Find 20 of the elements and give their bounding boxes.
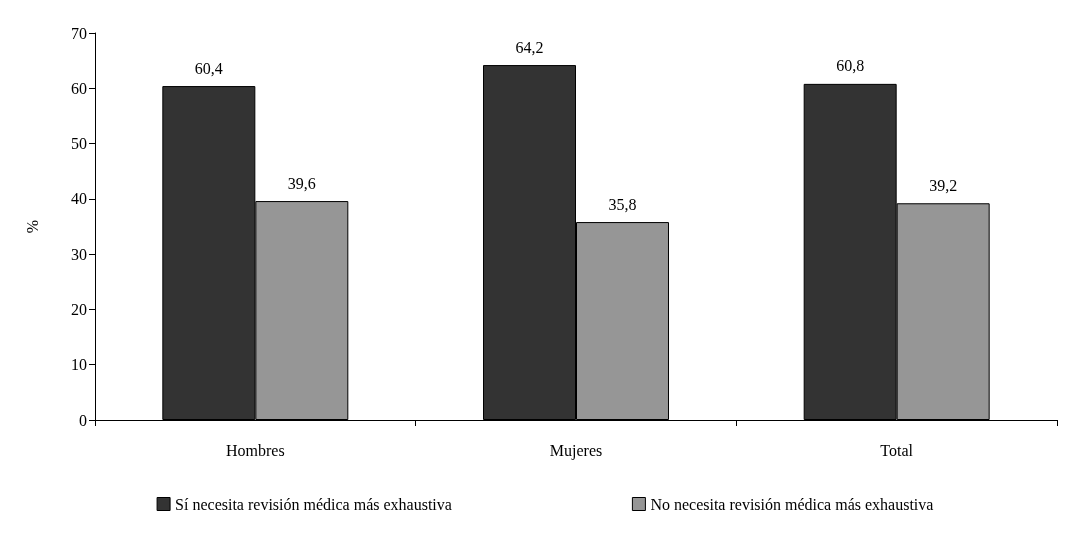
data-label: 60,4 [194, 59, 223, 77]
y-tick-label: 40 [71, 190, 87, 208]
y-tick-label: 20 [71, 300, 87, 318]
data-label: 60,8 [836, 57, 865, 75]
y-tick-label: 30 [71, 245, 87, 263]
data-label: 39,6 [287, 174, 316, 192]
legend-label: No necesita revisión médica más exhaustiva [650, 495, 934, 513]
data-label: 39,2 [929, 176, 958, 194]
data-label: 35,8 [608, 195, 637, 213]
y-axis-title: % [23, 219, 41, 234]
y-tick-label: 60 [71, 79, 87, 97]
y-tick-label: 70 [71, 24, 87, 42]
x-tick-label: Total [880, 441, 914, 459]
y-tick-label: 10 [71, 356, 87, 374]
legend-label: Sí necesita revisión médica más exhaustiva [175, 495, 452, 513]
x-tick-label: Hombres [226, 441, 285, 459]
y-tick-label: 50 [71, 135, 87, 153]
x-tick-label: Mujeres [549, 441, 603, 460]
data-label: 64,2 [515, 38, 544, 56]
y-tick-label: 0 [79, 411, 87, 429]
